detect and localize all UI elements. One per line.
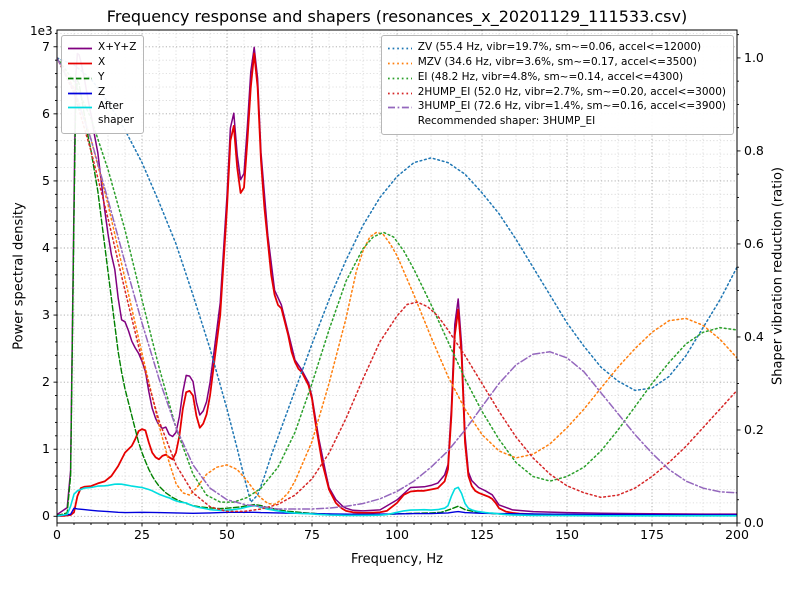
left-axis-offset-label: 1e3 <box>30 24 53 38</box>
curve-psd-x <box>57 52 737 517</box>
left-y-tick-label: 1 <box>42 440 50 456</box>
recommended-shaper-note-text: Recommended shaper: 3HUMP_EI <box>417 115 596 128</box>
left-y-tick-label: 7 <box>42 38 50 54</box>
x-tick-label: 50 <box>219 527 235 542</box>
curve-after-shaper <box>57 483 737 517</box>
curve-psd-y <box>57 79 737 517</box>
recommended-shaper-note: Recommended shaper: 3HUMP_EI <box>387 115 726 129</box>
x-tick-label: 200 <box>725 527 749 542</box>
x-tick-label: 0 <box>53 527 61 542</box>
x-tick-label: 25 <box>134 527 150 542</box>
x-tick-label: 175 <box>640 527 664 542</box>
left-y-tick-label: 6 <box>42 105 50 121</box>
left-y-tick-label: 4 <box>42 239 50 255</box>
legend-line-ei-icon <box>387 77 412 80</box>
x-axis-label: Frequency, Hz <box>350 552 444 567</box>
legend-label: 3HUMP_EI (72.6 Hz, vibr=1.4%, sm~=0.16, … <box>417 100 726 113</box>
legend-item: Z <box>67 86 136 100</box>
left-y-tick-label: 0 <box>42 508 50 524</box>
shaper-curves <box>57 57 737 513</box>
left-y-tick-label: 3 <box>42 306 50 322</box>
shaper-legend: ZV (55.4 Hz, vibr=19.7%, sm~=0.06, accel… <box>380 35 734 136</box>
x-tick-label: 100 <box>385 527 409 542</box>
chart-title: Frequency response and shapers (resonanc… <box>106 7 688 26</box>
legend-item: ZV (55.4 Hz, vibr=19.7%, sm~=0.06, accel… <box>387 41 726 55</box>
legend-line-psd-sum-icon <box>68 47 92 50</box>
curve-2hump-ei <box>57 57 737 513</box>
legend-item: 3HUMP_EI (72.6 Hz, vibr=1.4%, sm~=0.16, … <box>387 100 726 114</box>
legend-line-2hump-ei-icon <box>387 92 412 94</box>
legend-item: MZV (34.6 Hz, vibr=3.6%, sm~=0.17, accel… <box>387 56 726 70</box>
legend-item: After shaper <box>67 100 136 128</box>
curve-mzv <box>57 57 737 506</box>
curve-ei <box>57 57 737 503</box>
curve-psd-z <box>57 507 737 517</box>
legend-label: ZV (55.4 Hz, vibr=19.7%, sm~=0.06, accel… <box>417 41 702 53</box>
legend-label: 2HUMP_EI (52.0 Hz, vibr=2.7%, sm~=0.20, … <box>417 85 726 98</box>
left-y-axis-label: Power spectral density <box>11 202 27 350</box>
legend-label: EI (48.2 Hz, vibr=4.8%, sm~=0.14, accel<… <box>417 70 684 83</box>
legend-item: EI (48.2 Hz, vibr=4.8%, sm~=0.14, accel<… <box>387 71 726 85</box>
legend-item: X+Y+Z <box>67 41 136 55</box>
legend-item: X <box>67 56 136 70</box>
curve-3hump-ei <box>57 57 737 510</box>
legend-label: X <box>98 55 106 68</box>
legend-label: MZV (34.6 Hz, vibr=3.6%, sm~=0.17, accel… <box>417 55 697 68</box>
left-y-tick-label: 2 <box>42 373 50 389</box>
tick-marks <box>53 32 741 527</box>
right-y-tick-label: 0.8 <box>744 142 764 158</box>
x-tick-label: 150 <box>555 527 579 542</box>
legend-line-mzv-icon <box>387 62 412 65</box>
legend-label: After shaper <box>98 100 135 127</box>
left-y-tick-label: 5 <box>42 172 50 188</box>
legend-line-zv-icon <box>387 47 412 50</box>
legend-label: X+Y+Z <box>98 41 137 53</box>
right-y-tick-label: 0.4 <box>744 328 764 344</box>
legend-item: Y <box>67 71 136 85</box>
right-y-tick-label: 0.0 <box>744 514 764 530</box>
legend-line-after-shaper-icon <box>68 107 92 109</box>
x-tick-label: 125 <box>470 527 494 542</box>
legend-line-psd-x-icon <box>68 62 92 65</box>
x-tick-label: 75 <box>304 527 320 542</box>
right-y-axis-label: Shaper vibration reduction (ratio) <box>770 167 786 385</box>
legend-label: Z <box>98 85 106 98</box>
legend-line-psd-y-icon <box>68 77 92 80</box>
legend-line-psd-z-icon <box>68 92 92 94</box>
curve-zv <box>57 57 737 503</box>
legend-line-3hump-ei-icon <box>387 107 412 109</box>
legend-label: Y <box>98 70 105 83</box>
psd-curves <box>57 46 737 517</box>
legend-item: 2HUMP_EI (52.0 Hz, vibr=2.7%, sm~=0.20, … <box>387 86 726 100</box>
right-y-tick-label: 0.2 <box>744 421 764 437</box>
right-y-tick-label: 0.6 <box>744 235 764 251</box>
psd-legend: X+Y+Z X Y Z After shaper <box>61 35 145 135</box>
right-y-tick-label: 1.0 <box>744 49 764 65</box>
